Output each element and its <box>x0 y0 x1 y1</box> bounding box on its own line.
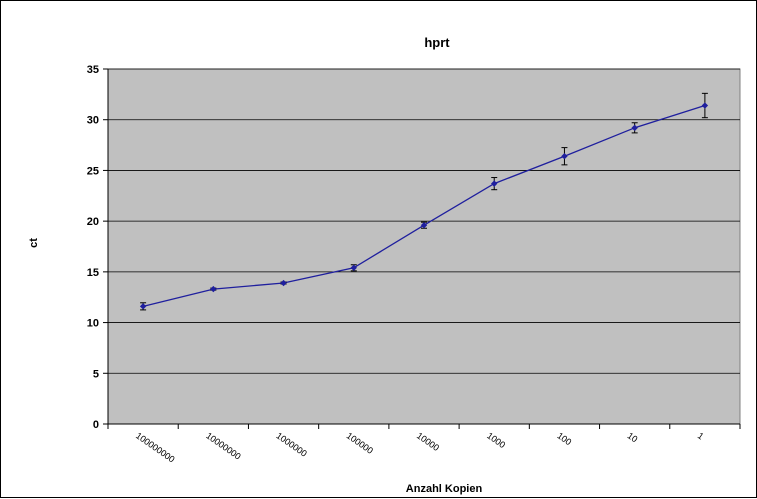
data-point <box>350 264 357 271</box>
x-tick-label: 100000000 <box>134 430 177 464</box>
chart-title: hprt <box>424 35 450 50</box>
data-point <box>280 279 287 287</box>
data-point <box>701 102 709 109</box>
y-tick-label: 35 <box>87 64 99 76</box>
data-point <box>631 124 638 132</box>
x-tick-label: 1000 <box>485 430 507 450</box>
x-tick-label: 1 <box>696 430 706 441</box>
data-point <box>491 180 498 187</box>
x-tick-label: 10000 <box>415 430 441 453</box>
y-tick-label: 25 <box>87 165 99 177</box>
data-point <box>210 285 217 293</box>
data-point <box>420 222 428 229</box>
x-tick-label: 1000000 <box>274 430 308 458</box>
plot-background <box>107 68 741 425</box>
y-tick-label: 10 <box>87 318 99 330</box>
data-point <box>561 153 568 160</box>
x-axis-title: Anzahl Kopien <box>406 483 483 495</box>
y-tick-label: 5 <box>93 368 99 380</box>
y-tick-label: 15 <box>87 267 99 279</box>
x-tick-label: 10 <box>626 430 640 444</box>
y-tick-label: 30 <box>87 115 99 127</box>
data-point <box>139 303 147 310</box>
plot-area: 0 5 10 15 20 25 30 35 100000000 10000000 1000000 10… <box>87 64 741 464</box>
y-tick-label: 20 <box>87 216 99 228</box>
x-tick-label: 10000000 <box>204 430 243 461</box>
x-tick-label: 100000 <box>345 430 375 455</box>
y-axis-title: ct <box>28 238 40 248</box>
y-tick-label: 0 <box>93 419 99 431</box>
x-tick-label: 100 <box>555 430 573 447</box>
